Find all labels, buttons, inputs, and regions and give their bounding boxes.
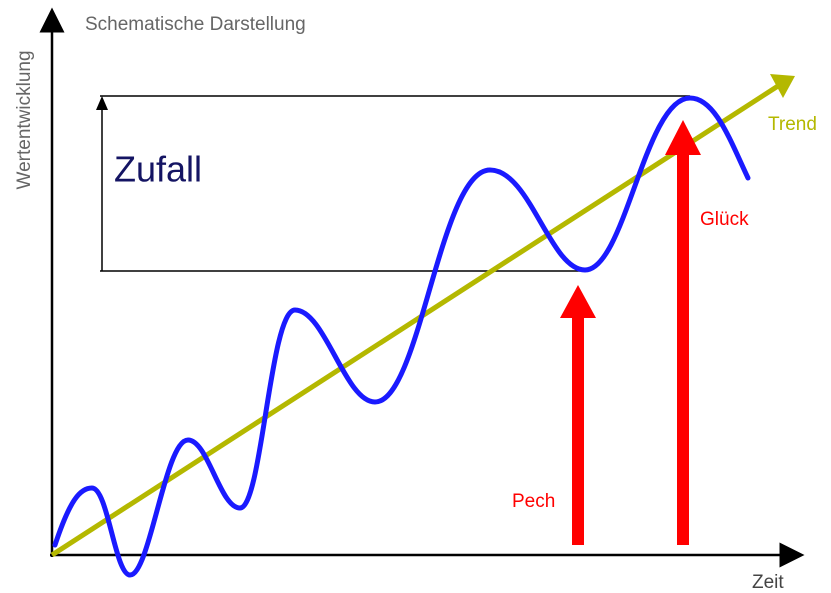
y-axis-label: Wertentwicklung [14,50,35,189]
value-curve [52,95,751,578]
luck-arrow [665,120,701,545]
range-label: Zufall [114,149,202,190]
title: Schematische Darstellung [85,14,306,35]
trend-label: Trend [768,114,817,135]
bad-luck-label: Pech [512,491,555,512]
trend-arrowhead [770,74,795,98]
range-arrowhead [96,96,108,110]
trend-line [50,83,780,558]
bad-luck-arrow [560,285,596,545]
x-axis-label: Zeit [752,572,784,593]
luck-label: Glück [700,209,749,230]
